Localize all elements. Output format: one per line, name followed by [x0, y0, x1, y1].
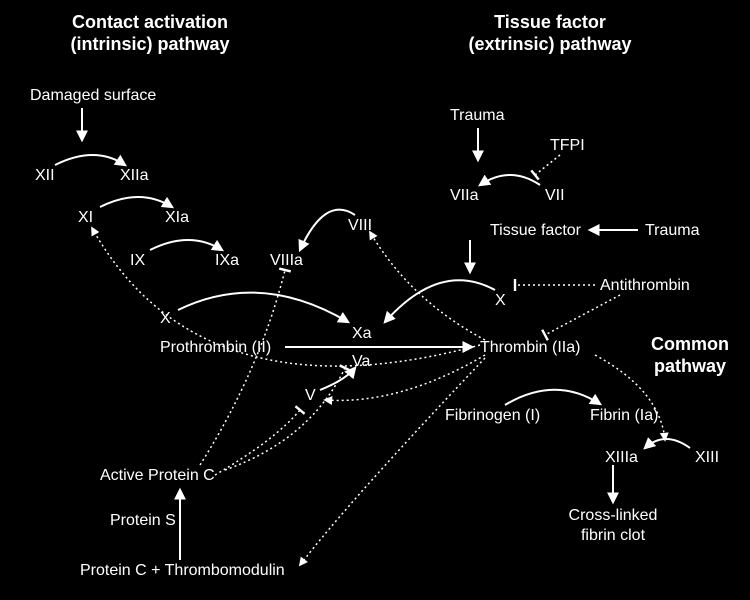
inhib-at-thrombin — [545, 295, 620, 335]
tfpi-label: TFPI — [550, 137, 585, 154]
prothrombin-label: Prothrombin (II) — [160, 339, 271, 356]
trauma-top-label: Trauma — [450, 107, 505, 124]
fb-thrombin-viii — [370, 232, 485, 340]
xia-label: XIa — [165, 209, 189, 226]
crosslinked-l2: fibrin clot — [581, 527, 646, 544]
trauma-right-label: Trauma — [645, 222, 700, 239]
protein-s-label: Protein S — [110, 512, 176, 529]
x-left-label: X — [160, 310, 171, 327]
arrow-ix-to-ixa — [150, 240, 222, 250]
arrow-fibrinogen-to-fibrin — [505, 390, 600, 405]
coagulation-cascade-diagram: Contact activation (intrinsic) pathway T… — [0, 0, 750, 600]
crosslinked-l1: Cross-linked — [569, 507, 658, 524]
vii-label: VII — [545, 187, 565, 204]
xi-label: XI — [78, 209, 93, 226]
fibrinogen-label: Fibrinogen (I) — [445, 407, 540, 424]
arrow-v-to-va — [320, 368, 355, 390]
x-right-label: X — [495, 292, 506, 309]
extrinsic-title-l2: (extrinsic) pathway — [468, 34, 631, 54]
inhib-apc-v — [215, 410, 300, 475]
fibrin-label: Fibrin (Ia) — [590, 407, 658, 424]
inhib-apc-va — [225, 368, 345, 470]
fb-thrombin-proteinc — [300, 358, 485, 565]
viii-label: VIII — [348, 217, 372, 234]
antithrombin-label: Antithrombin — [600, 277, 690, 294]
inhib-apc-viiia — [200, 270, 285, 465]
fb-thrombin-v — [325, 355, 485, 400]
active-protein-c-label: Active Protein C — [100, 467, 215, 484]
common-title-l1: Common — [651, 334, 729, 354]
ix-label: IX — [130, 252, 145, 269]
extrinsic-title-l1: Tissue factor — [494, 12, 606, 32]
xa-label: Xa — [352, 325, 372, 342]
common-title-l2: pathway — [654, 356, 726, 376]
xii-label: XII — [35, 167, 55, 184]
viia-label: VIIa — [450, 187, 479, 204]
viiia-label: VIIIa — [270, 252, 303, 269]
damaged-surface-label: Damaged surface — [30, 87, 156, 104]
xiii-label: XIII — [695, 449, 719, 466]
arrow-xi-to-xia — [100, 197, 172, 207]
arrow-xii-to-xiia — [55, 155, 125, 165]
arrow-xiii-to-xiiia — [645, 439, 690, 448]
arrow-vii-to-viia — [480, 175, 540, 185]
intrinsic-title-l2: (intrinsic) pathway — [70, 34, 229, 54]
xiia-label: XIIa — [120, 167, 149, 184]
thrombin-label: Thrombin (IIa) — [480, 339, 580, 356]
arrow-xleft-to-xa — [178, 293, 348, 322]
arrow-viii-to-viiia — [300, 210, 355, 250]
inhib-tfpi — [535, 155, 560, 175]
v-label: V — [305, 387, 316, 404]
arrow-xright-to-xa — [385, 280, 495, 322]
tissue-factor-label: Tissue factor — [490, 222, 582, 239]
protein-c-tm-label: Protein C + Thrombomodulin — [80, 562, 285, 579]
xiiia-label: XIIIa — [605, 449, 638, 466]
solid-arrows — [55, 108, 690, 560]
va-label: Va — [352, 353, 370, 370]
ixa-label: IXa — [215, 252, 239, 269]
intrinsic-title-l1: Contact activation — [72, 12, 228, 32]
